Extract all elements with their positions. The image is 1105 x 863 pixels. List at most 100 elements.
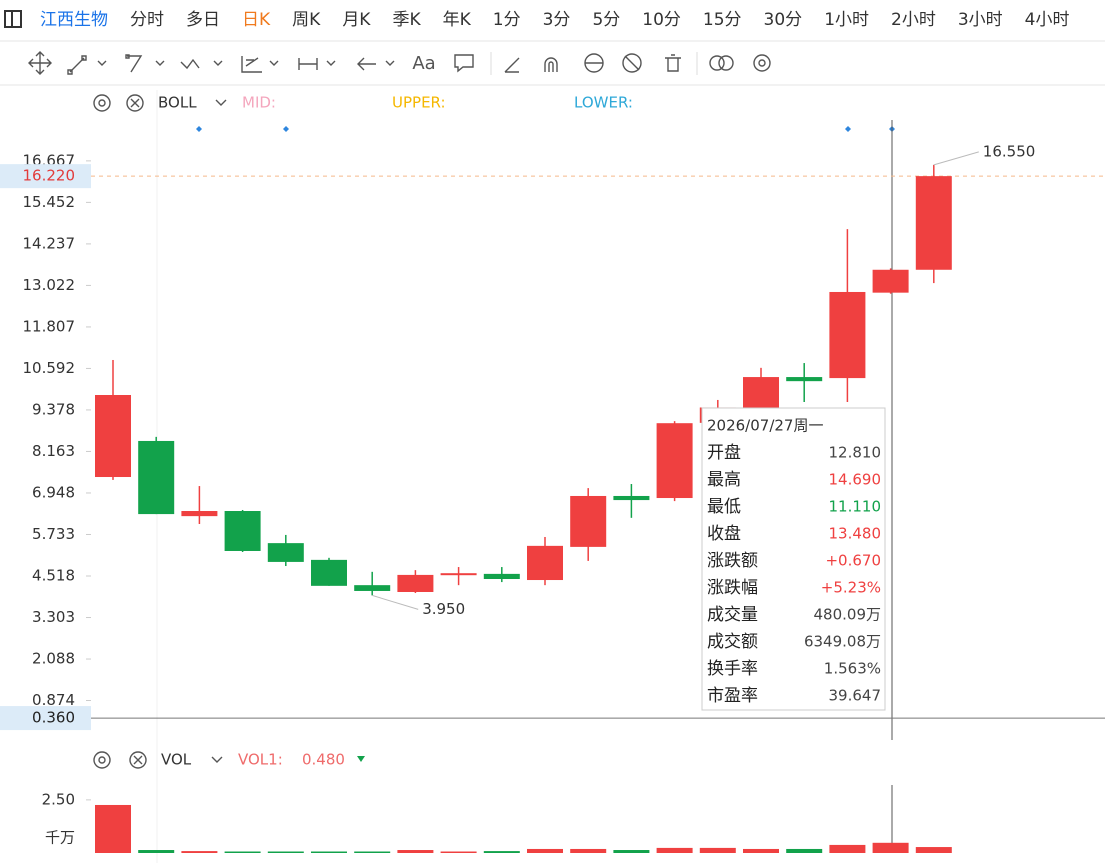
wave-tool[interactable] xyxy=(180,58,223,70)
candle-body xyxy=(354,585,391,591)
tooltip-label: 市盈率 xyxy=(707,686,758,706)
fib-tool[interactable] xyxy=(241,56,279,73)
indicator-field: MID: xyxy=(242,94,276,112)
volume-bar xyxy=(527,848,563,853)
period-tab[interactable]: 季K xyxy=(392,10,421,30)
candle-body xyxy=(311,559,347,586)
settings-tool[interactable] xyxy=(753,54,771,72)
period-tab[interactable]: 2小时 xyxy=(891,10,936,30)
vol1-value: 0.480 xyxy=(302,751,345,769)
candle-body xyxy=(95,395,131,478)
candle-body xyxy=(483,573,520,580)
angle-tool[interactable] xyxy=(504,57,520,73)
boll-close[interactable] xyxy=(126,94,144,112)
note-tool[interactable] xyxy=(454,54,474,73)
boll-close-x xyxy=(130,98,140,108)
period-tab[interactable]: 多日 xyxy=(186,10,220,30)
boll-dropdown[interactable] xyxy=(215,99,227,106)
compare-tool[interactable] xyxy=(709,55,725,71)
price-line-label-bg xyxy=(0,164,91,189)
hide-tool[interactable] xyxy=(622,53,642,73)
event-marker[interactable] xyxy=(196,126,202,132)
volume-bar xyxy=(570,848,607,853)
volume-bar xyxy=(699,847,736,853)
tooltip-value: 39.647 xyxy=(829,687,882,705)
volume-bar xyxy=(872,842,909,853)
y-tick-label: 3.303 xyxy=(32,608,75,626)
candle-body xyxy=(656,423,693,499)
tooltip-value: 11.110 xyxy=(829,498,882,516)
indicator-field: LOWER: xyxy=(574,94,633,112)
arrow-tool[interactable] xyxy=(357,57,395,71)
y-tick-label: 5.733 xyxy=(32,525,75,543)
y-tick-label: 4.518 xyxy=(32,566,75,584)
candle-body xyxy=(181,511,218,517)
period-tab[interactable]: 1小时 xyxy=(824,10,869,30)
tooltip-value: 480.09万 xyxy=(814,606,882,624)
boll-settings[interactable] xyxy=(93,94,111,112)
period-tab[interactable]: 10分 xyxy=(642,10,681,30)
vol1-name: VOL1: xyxy=(238,751,283,769)
indicator-name: BOLL xyxy=(158,94,197,112)
tooltip-value: 14.690 xyxy=(829,471,882,489)
text-tool[interactable]: Aa xyxy=(412,53,435,74)
annotation-label: 16.550 xyxy=(983,142,1036,160)
volume-bar xyxy=(656,847,693,853)
period-tab[interactable]: 年K xyxy=(443,10,472,30)
vol-close-x xyxy=(133,755,143,765)
period-tab[interactable]: 5分 xyxy=(592,10,620,30)
y-tick-label: 2.088 xyxy=(32,650,75,668)
magnet-tool[interactable] xyxy=(544,57,558,72)
vol-close[interactable] xyxy=(129,751,147,769)
period-tab[interactable]: 日K xyxy=(242,10,271,30)
volume-bar xyxy=(311,851,347,853)
candle-body xyxy=(397,574,434,592)
tooltip-label: 成交额 xyxy=(707,632,758,652)
vol-dropdown[interactable] xyxy=(211,756,223,763)
y-tick-label: 8.163 xyxy=(32,442,75,460)
hide-tool-slash xyxy=(624,55,640,71)
period-tab[interactable]: 3小时 xyxy=(958,10,1003,30)
indicator-name: VOL xyxy=(161,751,192,769)
y-tick-label: 11.807 xyxy=(23,317,76,335)
period-tab[interactable]: 1分 xyxy=(493,10,521,30)
period-tab[interactable]: 周K xyxy=(292,10,321,30)
delete-tool[interactable] xyxy=(665,54,681,72)
channel-tool[interactable] xyxy=(125,54,165,73)
volume-bar xyxy=(743,848,779,853)
period-tab[interactable]: 分时 xyxy=(130,10,164,30)
y-tick-label: 10.592 xyxy=(23,359,76,377)
y-tick-label: 2.50 xyxy=(42,790,75,808)
period-tab[interactable]: 4小时 xyxy=(1025,10,1070,30)
measure-tool[interactable] xyxy=(298,58,336,70)
candle-body xyxy=(527,545,563,581)
base-line-label: 0.360 xyxy=(32,709,75,727)
candle-body xyxy=(570,495,607,547)
y-tick-label: 15.452 xyxy=(23,193,76,211)
vol-settings[interactable] xyxy=(93,751,111,769)
move-tool[interactable] xyxy=(28,51,52,75)
event-marker[interactable] xyxy=(283,126,289,132)
volume-bar xyxy=(267,851,304,853)
period-tab[interactable]: 月K xyxy=(342,10,371,30)
y-tick-label: 6.948 xyxy=(32,483,75,501)
event-marker[interactable] xyxy=(845,126,851,132)
volume-bar xyxy=(829,844,866,853)
tooltip-label: 收盘 xyxy=(707,524,741,544)
candle-body xyxy=(786,377,823,382)
tooltip-label: 成交量 xyxy=(707,605,758,625)
tooltip-value: 12.810 xyxy=(829,444,882,462)
period-tab[interactable]: 30分 xyxy=(764,10,803,30)
indicator-field: UPPER: xyxy=(392,94,446,112)
tooltip-label: 最低 xyxy=(707,497,741,517)
base-line-label-bg xyxy=(0,706,91,731)
period-tab[interactable]: 15分 xyxy=(703,10,742,30)
y-tick-label: 0.874 xyxy=(32,691,75,709)
volume-bar xyxy=(181,851,218,853)
volume-bar xyxy=(915,847,952,853)
period-tab[interactable]: 3分 xyxy=(543,10,571,30)
line-tool[interactable] xyxy=(67,55,107,75)
price-line-label: 16.220 xyxy=(23,167,76,185)
y-tick-label: 9.378 xyxy=(32,400,75,418)
volume-bar xyxy=(786,848,823,853)
